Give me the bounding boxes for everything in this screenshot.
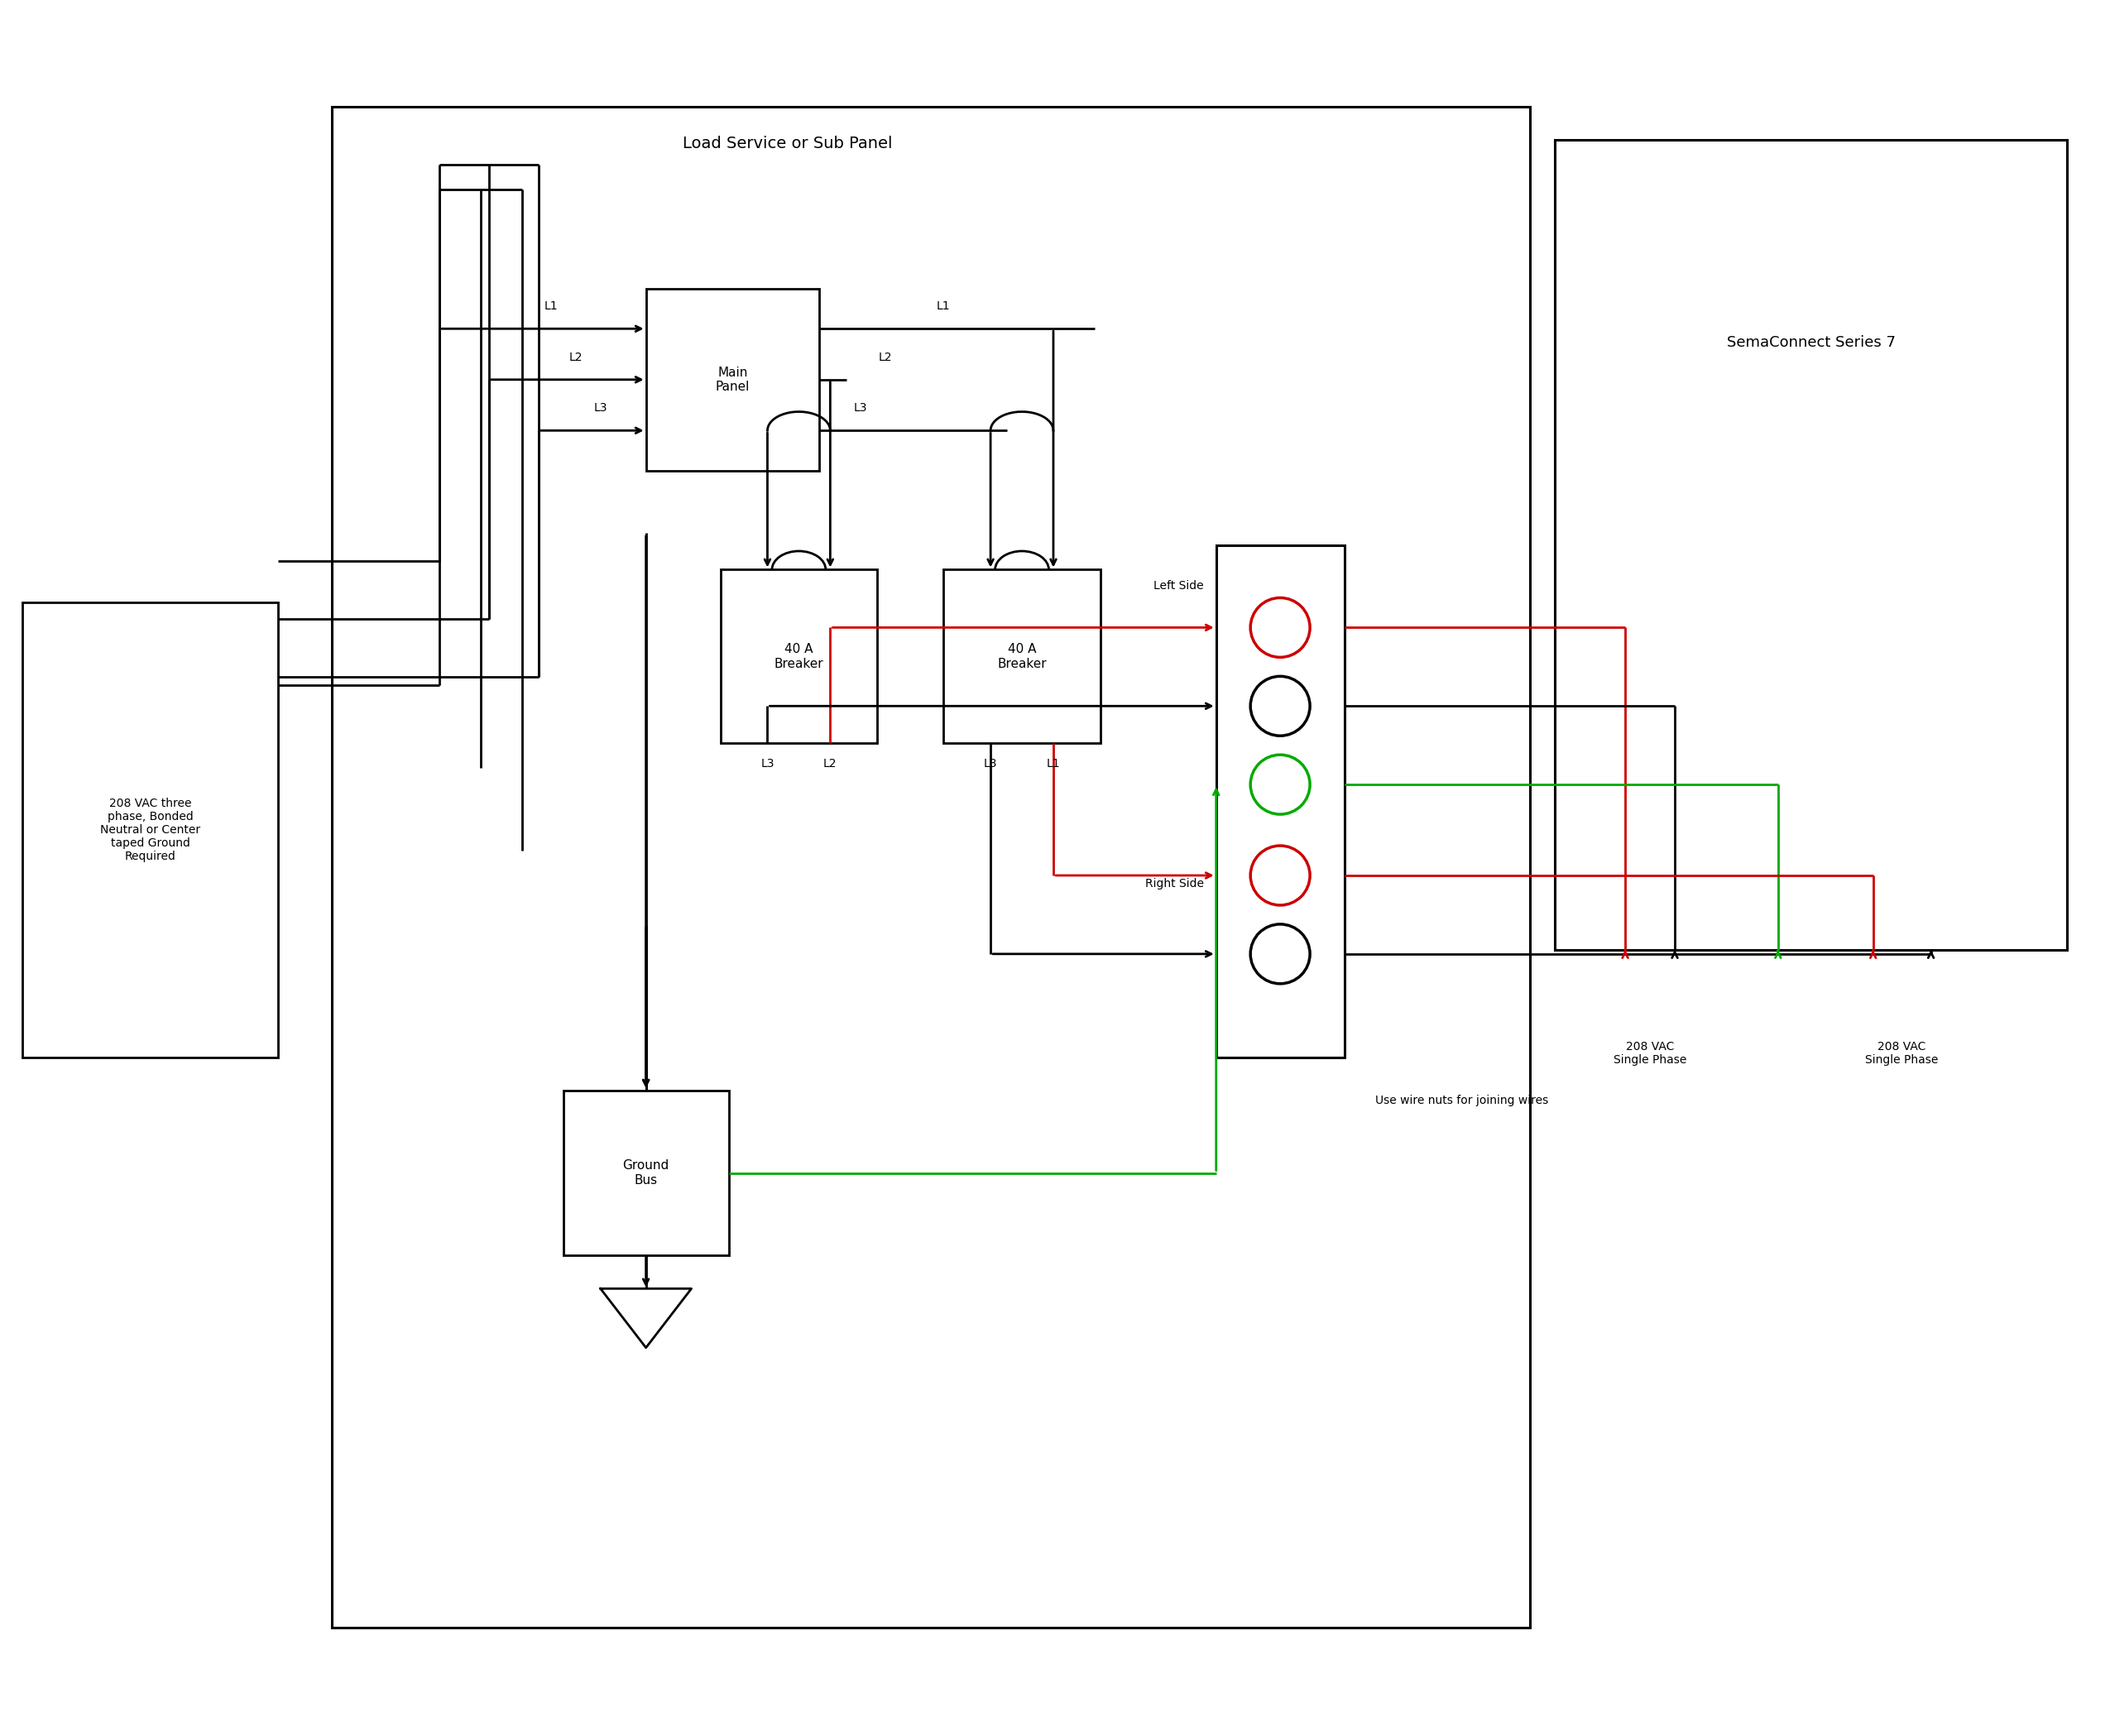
Text: L3: L3 — [855, 403, 867, 413]
Text: Use wire nuts for joining wires: Use wire nuts for joining wires — [1376, 1094, 1549, 1106]
Text: 208 VAC three
phase, Bonded
Neutral or Center
taped Ground
Required: 208 VAC three phase, Bonded Neutral or C… — [99, 797, 200, 863]
Bar — [1555, 141, 2068, 950]
Text: L1: L1 — [544, 300, 557, 312]
Text: L2: L2 — [570, 351, 582, 363]
Bar — [563, 1090, 728, 1255]
Text: SemaConnect Series 7: SemaConnect Series 7 — [1726, 335, 1895, 351]
Text: L1: L1 — [937, 300, 949, 312]
Circle shape — [1251, 755, 1310, 814]
Text: L2: L2 — [878, 351, 893, 363]
Circle shape — [1251, 924, 1310, 984]
Bar — [943, 569, 1101, 743]
Bar — [331, 108, 1530, 1627]
Text: 208 VAC
Single Phase: 208 VAC Single Phase — [1865, 1040, 1939, 1066]
Text: Load Service or Sub Panel: Load Service or Sub Panel — [682, 135, 893, 151]
Circle shape — [1251, 677, 1310, 736]
Text: L3: L3 — [760, 759, 774, 769]
Text: L3: L3 — [593, 403, 608, 413]
Text: 40 A
Breaker: 40 A Breaker — [998, 642, 1047, 670]
Text: Right Side: Right Side — [1146, 878, 1203, 889]
Text: Ground
Bus: Ground Bus — [622, 1160, 669, 1186]
Text: Left Side: Left Side — [1154, 580, 1203, 592]
Text: L1: L1 — [1047, 759, 1059, 769]
Bar — [720, 569, 878, 743]
Bar — [21, 602, 279, 1057]
Text: L2: L2 — [823, 759, 838, 769]
Text: 40 A
Breaker: 40 A Breaker — [774, 642, 823, 670]
Text: 208 VAC
Single Phase: 208 VAC Single Phase — [1614, 1040, 1686, 1066]
Circle shape — [1251, 597, 1310, 658]
Bar — [1215, 545, 1344, 1057]
Text: Main
Panel: Main Panel — [715, 366, 749, 392]
Text: L3: L3 — [983, 759, 998, 769]
Circle shape — [1251, 845, 1310, 904]
Bar — [646, 288, 819, 470]
